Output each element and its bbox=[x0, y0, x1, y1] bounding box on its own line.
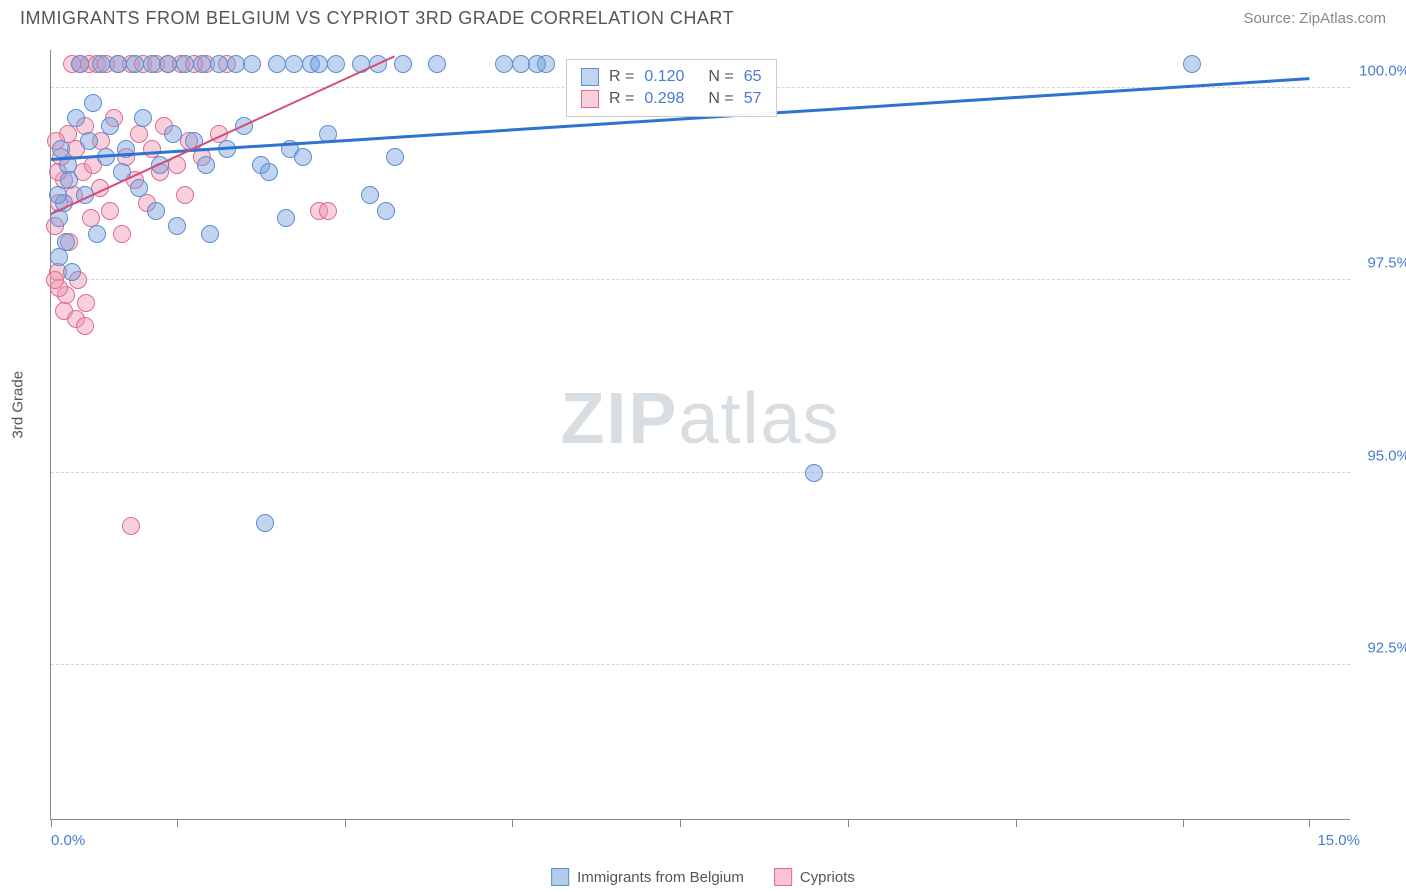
legend-swatch bbox=[774, 868, 792, 886]
y-tick-label: 92.5% bbox=[1367, 640, 1406, 657]
scatter-point bbox=[130, 125, 148, 143]
scatter-point bbox=[377, 202, 395, 220]
chart-header: IMMIGRANTS FROM BELGIUM VS CYPRIOT 3RD G… bbox=[0, 0, 1406, 33]
legend: Immigrants from Belgium Cypriots bbox=[551, 868, 855, 886]
legend-item: Immigrants from Belgium bbox=[551, 868, 744, 886]
chart-title: IMMIGRANTS FROM BELGIUM VS CYPRIOT 3RD G… bbox=[20, 8, 734, 29]
scatter-point bbox=[210, 55, 228, 73]
scatter-point bbox=[52, 140, 70, 158]
scatter-point bbox=[50, 248, 68, 266]
x-tick bbox=[680, 819, 681, 827]
scatter-point bbox=[134, 109, 152, 127]
scatter-point bbox=[197, 156, 215, 174]
scatter-point bbox=[285, 55, 303, 73]
source-label: Source: ZipAtlas.com bbox=[1243, 10, 1386, 27]
scatter-point bbox=[80, 132, 98, 150]
scatter-point bbox=[147, 202, 165, 220]
scatter-point bbox=[176, 186, 194, 204]
scatter-point bbox=[60, 171, 78, 189]
scatter-point bbox=[277, 209, 295, 227]
scatter-point bbox=[361, 186, 379, 204]
gridline bbox=[51, 279, 1350, 280]
scatter-point bbox=[113, 225, 131, 243]
legend-label: Cypriots bbox=[800, 869, 855, 886]
scatter-point bbox=[49, 186, 67, 204]
scatter-point bbox=[71, 55, 89, 73]
x-tick bbox=[1016, 819, 1017, 827]
x-tick bbox=[51, 819, 52, 827]
scatter-point bbox=[268, 55, 286, 73]
scatter-point bbox=[92, 55, 110, 73]
scatter-point bbox=[386, 148, 404, 166]
chart-plot-area: ZIPatlas 100.0%97.5%95.0%92.5%0.0%15.0%R… bbox=[50, 50, 1350, 820]
scatter-point bbox=[193, 55, 211, 73]
stat-r-label: R = bbox=[609, 68, 634, 86]
y-tick-label: 95.0% bbox=[1367, 447, 1406, 464]
stat-r-label: R = bbox=[609, 90, 634, 108]
scatter-point bbox=[63, 263, 81, 281]
x-tick bbox=[1183, 819, 1184, 827]
legend-item: Cypriots bbox=[774, 868, 855, 886]
gridline bbox=[51, 664, 1350, 665]
scatter-point bbox=[394, 55, 412, 73]
stat-r-value: 0.120 bbox=[644, 68, 684, 86]
stats-row: R = 0.298 N = 57 bbox=[581, 88, 762, 110]
scatter-point bbox=[201, 225, 219, 243]
scatter-point bbox=[1183, 55, 1201, 73]
y-tick-label: 100.0% bbox=[1359, 62, 1406, 79]
gridline bbox=[51, 472, 1350, 473]
scatter-point bbox=[101, 202, 119, 220]
scatter-point bbox=[168, 217, 186, 235]
scatter-point bbox=[428, 55, 446, 73]
correlation-stats-box: R = 0.120 N = 65 R = 0.298 N = 57 bbox=[566, 59, 777, 117]
scatter-point bbox=[495, 55, 513, 73]
stat-r-value: 0.298 bbox=[644, 90, 684, 108]
watermark-text: ZIPatlas bbox=[560, 378, 840, 460]
scatter-point bbox=[243, 55, 261, 73]
scatter-point bbox=[512, 55, 530, 73]
scatter-point bbox=[109, 55, 127, 73]
scatter-point bbox=[126, 55, 144, 73]
scatter-point bbox=[176, 55, 194, 73]
legend-swatch bbox=[551, 868, 569, 886]
scatter-point bbox=[88, 225, 106, 243]
scatter-point bbox=[76, 317, 94, 335]
stats-row: R = 0.120 N = 65 bbox=[581, 66, 762, 88]
stat-n-label: N = bbox=[708, 90, 733, 108]
scatter-point bbox=[260, 163, 278, 181]
scatter-point bbox=[319, 202, 337, 220]
scatter-point bbox=[805, 464, 823, 482]
scatter-point bbox=[67, 109, 85, 127]
series-swatch bbox=[581, 68, 599, 86]
y-tick-label: 97.5% bbox=[1367, 255, 1406, 272]
scatter-point bbox=[164, 125, 182, 143]
scatter-point bbox=[57, 233, 75, 251]
scatter-point bbox=[143, 55, 161, 73]
legend-label: Immigrants from Belgium bbox=[577, 869, 744, 886]
scatter-point bbox=[46, 271, 64, 289]
scatter-point bbox=[227, 55, 245, 73]
scatter-point bbox=[294, 148, 312, 166]
scatter-point bbox=[159, 55, 177, 73]
scatter-point bbox=[327, 55, 345, 73]
scatter-point bbox=[256, 514, 274, 532]
scatter-point bbox=[537, 55, 555, 73]
scatter-point bbox=[122, 517, 140, 535]
scatter-point bbox=[101, 117, 119, 135]
scatter-point bbox=[310, 55, 328, 73]
stat-n-value: 65 bbox=[744, 68, 762, 86]
y-axis-label: 3rd Grade bbox=[10, 371, 27, 439]
x-tick bbox=[1309, 819, 1310, 827]
scatter-point bbox=[84, 94, 102, 112]
x-tick bbox=[345, 819, 346, 827]
x-tick bbox=[512, 819, 513, 827]
x-tick bbox=[848, 819, 849, 827]
scatter-point bbox=[130, 179, 148, 197]
x-label-max: 15.0% bbox=[1317, 832, 1360, 849]
x-tick bbox=[177, 819, 178, 827]
stat-n-value: 57 bbox=[744, 90, 762, 108]
stat-n-label: N = bbox=[708, 68, 733, 86]
series-swatch bbox=[581, 90, 599, 108]
x-label-min: 0.0% bbox=[51, 832, 85, 849]
